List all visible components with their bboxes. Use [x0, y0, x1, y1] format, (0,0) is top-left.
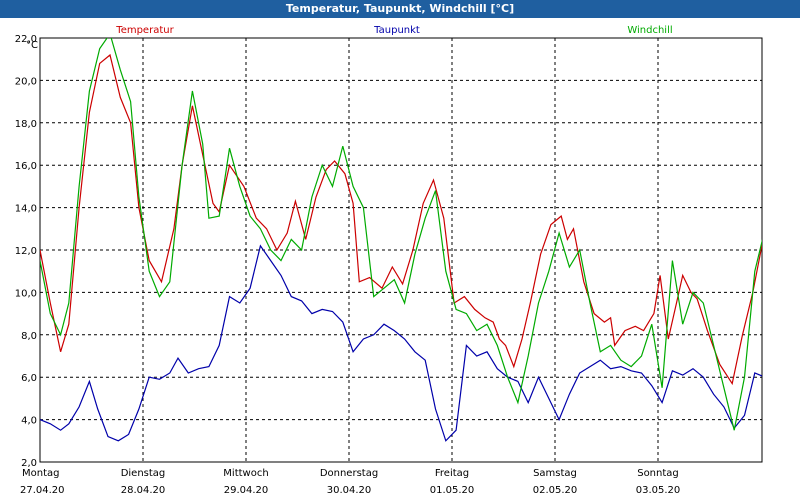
y-tick-label: 20,0 — [15, 76, 37, 87]
chart-title: Temperatur, Taupunkt, Windchill [°C] — [0, 0, 800, 18]
y-axis-unit-label: °C — [26, 40, 38, 51]
series-line-taupunkt — [40, 244, 762, 442]
y-tick-label: 2,0 — [21, 458, 37, 469]
x-tick-date: 30.04.20 — [327, 485, 372, 496]
series-line-windchill — [40, 38, 762, 431]
x-tick-date: 27.04.20 — [20, 485, 65, 496]
legend-temperatur: Temperatur — [115, 25, 174, 36]
y-tick-label: 22,0 — [15, 34, 37, 45]
y-tick-label: 12,0 — [15, 246, 37, 257]
legend-windchill: Windchill — [627, 25, 672, 36]
x-tick-day: Donnerstag — [320, 468, 378, 479]
y-tick-label: 6,0 — [21, 373, 37, 384]
y-tick-label: 4,0 — [21, 416, 37, 427]
x-tick-day: Freitag — [435, 468, 469, 479]
x-tick-date: 03.05.20 — [636, 485, 681, 496]
x-tick-day: Sonntag — [637, 468, 679, 479]
x-tick-day: Dienstag — [121, 468, 166, 479]
x-tick-date: 01.05.20 — [430, 485, 475, 496]
x-tick-date: 29.04.20 — [224, 485, 269, 496]
x-tick-date: 02.05.20 — [533, 485, 578, 496]
y-tick-label: 8,0 — [21, 331, 37, 342]
y-tick-label: 18,0 — [15, 119, 37, 130]
x-tick-date: 28.04.20 — [121, 485, 166, 496]
y-tick-label: 10,0 — [15, 288, 37, 299]
y-tick-label: 16,0 — [15, 161, 37, 172]
x-tick-day: Samstag — [533, 468, 577, 479]
y-tick-label: 14,0 — [15, 204, 37, 215]
x-tick-day: Mittwoch — [223, 468, 268, 479]
x-tick-day: Montag — [22, 468, 59, 479]
legend-taupunkt: Taupunkt — [373, 25, 420, 36]
